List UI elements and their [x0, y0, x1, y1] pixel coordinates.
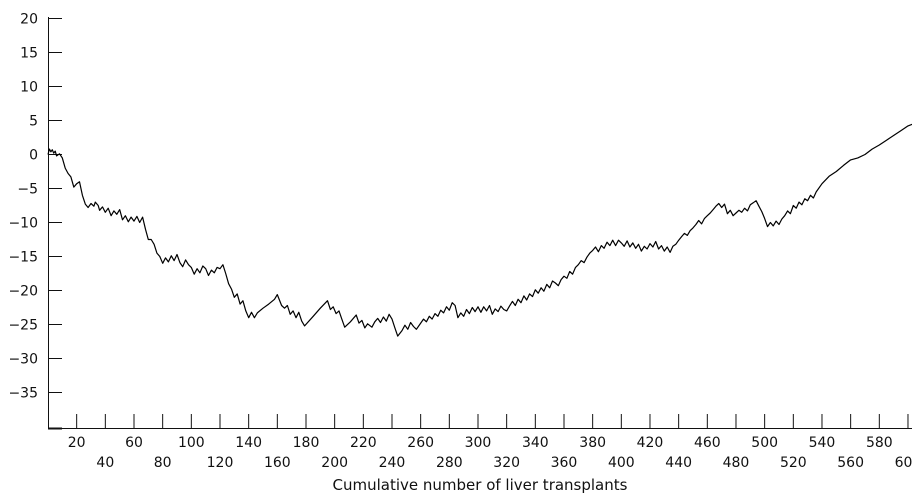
- x-tick-label: 480: [723, 455, 750, 471]
- y-tick-label: 20: [20, 12, 38, 28]
- x-tick-label: 320: [493, 455, 520, 471]
- x-tick-label: 540: [809, 435, 836, 451]
- y-tick-label: −10: [8, 216, 38, 232]
- x-tick-label: 160: [264, 455, 291, 471]
- x-tick-label: 580: [866, 435, 893, 451]
- y-tick-label: 15: [20, 46, 38, 62]
- y-tick-label: −15: [8, 250, 38, 266]
- y-tick-label: 0: [29, 148, 38, 164]
- plot-area: [47, 123, 912, 337]
- x-tick-label: 440: [665, 455, 692, 471]
- y-tick-label: 5: [29, 114, 38, 130]
- x-tick-label: 140: [235, 435, 262, 451]
- x-tick-label: 200: [321, 455, 348, 471]
- x-tick-label: 460: [694, 435, 721, 451]
- x-tick-label: 400: [608, 455, 635, 471]
- x-tick-label: 600: [895, 455, 912, 471]
- y-tick-label: −35: [8, 386, 38, 402]
- x-tick-label: 80: [154, 455, 172, 471]
- y-tick-label: −25: [8, 318, 38, 334]
- x-tick-label: 360: [551, 455, 578, 471]
- x-tick-label: 260: [407, 435, 434, 451]
- x-tick-label: 300: [465, 435, 492, 451]
- x-tick-label: 420: [637, 435, 664, 451]
- y-tick-label: 10: [20, 80, 38, 96]
- x-tick-label: 40: [96, 455, 114, 471]
- y-tick-label: −20: [8, 284, 38, 300]
- y-axis: 20 15 10 5 0 −5 −10 −15 −20 −25 −30 −35: [8, 12, 62, 428]
- x-tick-label: 520: [780, 455, 807, 471]
- x-tick-label: 280: [436, 455, 463, 471]
- x-axis-title: Cumulative number of liver transplants: [333, 476, 628, 494]
- x-tick-label: 120: [207, 455, 234, 471]
- x-tick-label: 60: [125, 435, 143, 451]
- x-tick-label: 220: [350, 435, 377, 451]
- x-tick-label: 240: [379, 455, 406, 471]
- x-tick-label: 560: [837, 455, 864, 471]
- cusum-series-line: [47, 123, 912, 337]
- x-tick-label: 100: [178, 435, 205, 451]
- x-tick-label: 180: [293, 435, 320, 451]
- x-axis: 20 40 60 80 10012014016018020022024026028030…: [48, 414, 912, 471]
- x-tick-label: 500: [751, 435, 778, 451]
- y-tick-label: −30: [8, 352, 38, 368]
- x-tick-label: 340: [522, 435, 549, 451]
- x-tick-label: 20: [68, 435, 86, 451]
- x-tick-label: 380: [579, 435, 606, 451]
- y-tick-label: −5: [17, 182, 38, 198]
